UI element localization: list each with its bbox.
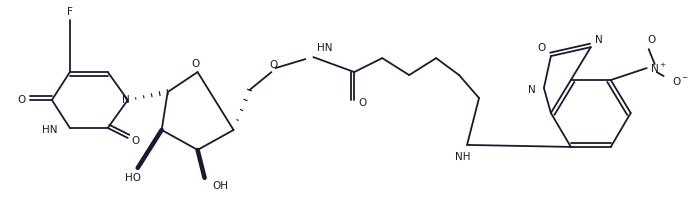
Text: O: O bbox=[191, 59, 200, 69]
Text: N: N bbox=[528, 85, 536, 95]
Text: NH: NH bbox=[455, 152, 471, 162]
Text: HN: HN bbox=[317, 43, 333, 53]
Text: OH: OH bbox=[213, 181, 229, 191]
Text: O: O bbox=[18, 95, 26, 105]
Text: O: O bbox=[538, 43, 546, 53]
Text: HO: HO bbox=[125, 173, 141, 183]
Text: N: N bbox=[595, 35, 603, 45]
Text: F: F bbox=[67, 7, 73, 17]
Text: N: N bbox=[122, 95, 130, 105]
Text: O: O bbox=[647, 35, 656, 45]
Text: O: O bbox=[269, 60, 278, 70]
Text: O$^-$: O$^-$ bbox=[672, 75, 689, 87]
Text: N$^+$: N$^+$ bbox=[650, 61, 666, 75]
Text: O: O bbox=[358, 98, 366, 108]
Text: O: O bbox=[131, 136, 140, 146]
Text: HN: HN bbox=[42, 125, 58, 135]
